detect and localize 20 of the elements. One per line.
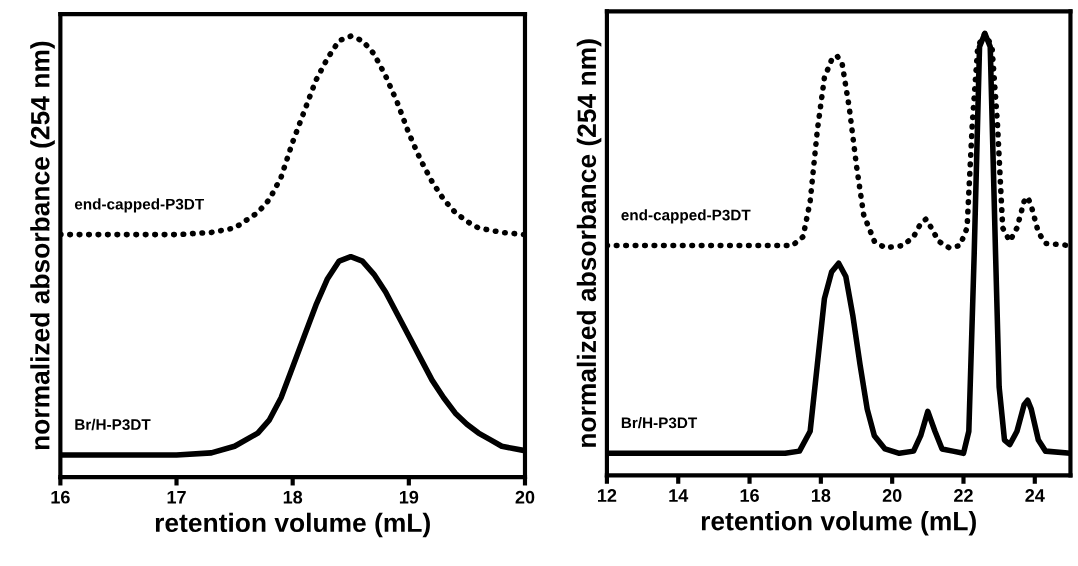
y-axis-title: normalized absorbance (254 nm) xyxy=(30,41,55,450)
x-tick-label: 18 xyxy=(283,490,303,504)
x-tick-label: 24 xyxy=(1025,489,1045,502)
x-tick-label: 12 xyxy=(598,489,617,502)
x-tick-label: 17 xyxy=(167,491,186,504)
x-tick-label: 14 xyxy=(669,489,689,502)
x-axis-title: retention volume (mL) xyxy=(701,511,976,536)
x-tick-label: 16 xyxy=(740,489,759,502)
x-tick-label: 18 xyxy=(811,489,831,502)
x-tick-label: 19 xyxy=(399,490,419,504)
x-tick-label: 16 xyxy=(51,490,70,504)
x-tick-label: 20 xyxy=(882,489,902,502)
series-label: Br/H-P3DT xyxy=(75,418,151,431)
y-axis-title: normalized absorbance (254 nm) xyxy=(576,39,602,447)
x-tick-label: 20 xyxy=(515,490,535,504)
x-axis-title: retention volume (mL) xyxy=(155,512,430,538)
series-label: end-capped-P3DT xyxy=(621,209,751,224)
x-tick-label: 22 xyxy=(954,489,973,502)
series-label: Br/H-P3DT xyxy=(621,417,698,429)
series-label: end-capped-P3DT xyxy=(74,198,205,213)
